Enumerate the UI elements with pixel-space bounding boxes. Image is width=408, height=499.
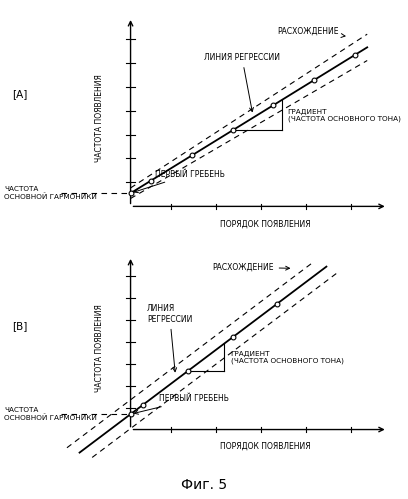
Point [148,177,154,185]
Text: ПОРЯДОК ПОЯВЛЕНИЯ: ПОРЯДОК ПОЯВЛЕНИЯ [220,220,310,229]
Text: ЧАСТОТА ПОЯВЛЕНИЯ: ЧАСТОТА ПОЯВЛЕНИЯ [95,74,104,162]
Text: ГРАДИЕНТ
(ЧАСТОТА ОСНОВНОГО ТОНА): ГРАДИЕНТ (ЧАСТОТА ОСНОВНОГО ТОНА) [231,350,344,364]
Text: ПЕРВЫЙ ГРЕБЕНЬ: ПЕРВЫЙ ГРЕБЕНЬ [134,394,229,414]
Point [188,152,195,160]
Point [270,101,277,109]
Point [274,299,281,307]
Text: РАСХОЖДЕНИЕ: РАСХОЖДЕНИЕ [212,262,290,271]
Text: ЛИНИЯ
РЕГРЕССИИ: ЛИНИЯ РЕГРЕССИИ [147,304,192,372]
Point [140,401,146,409]
Point [311,76,317,84]
Text: Фиг. 5: Фиг. 5 [181,478,227,492]
Text: ЧАСТОТА ПОЯВЛЕНИЯ: ЧАСТОТА ПОЯВЛЕНИЯ [95,304,104,392]
Text: РАСХОЖДЕНИЕ: РАСХОЖДЕНИЕ [277,27,345,37]
Text: [А]: [А] [12,89,28,99]
Point [127,410,134,418]
Text: ПОРЯДОК ПОЯВЛЕНИЯ: ПОРЯДОК ПОЯВЛЕНИЯ [220,442,310,451]
Text: ЧАСТОТА
ОСНОВНОЙ ГАРМОНИКИ: ЧАСТОТА ОСНОВНОЙ ГАРМОНИКИ [4,407,97,421]
Text: [В]: [В] [12,321,28,331]
Text: ЧАСТОТА
ОСНОВНОЙ ГАРМОНИКИ: ЧАСТОТА ОСНОВНОЙ ГАРМОНИКИ [4,186,97,200]
Text: ЛИНИЯ РЕГРЕССИИ: ЛИНИЯ РЕГРЕССИИ [204,53,280,112]
Point [229,126,236,134]
Text: ПЕРВЫЙ ГРЕБЕНЬ: ПЕРВЫЙ ГРЕБЕНЬ [134,170,225,193]
Point [352,51,358,59]
Point [184,367,191,375]
Point [127,189,134,197]
Text: ГРАДИЕНТ
(ЧАСТОТА ОСНОВНОГО ТОНА): ГРАДИЕНТ (ЧАСТОТА ОСНОВНОГО ТОНА) [288,108,401,122]
Point [229,333,236,341]
